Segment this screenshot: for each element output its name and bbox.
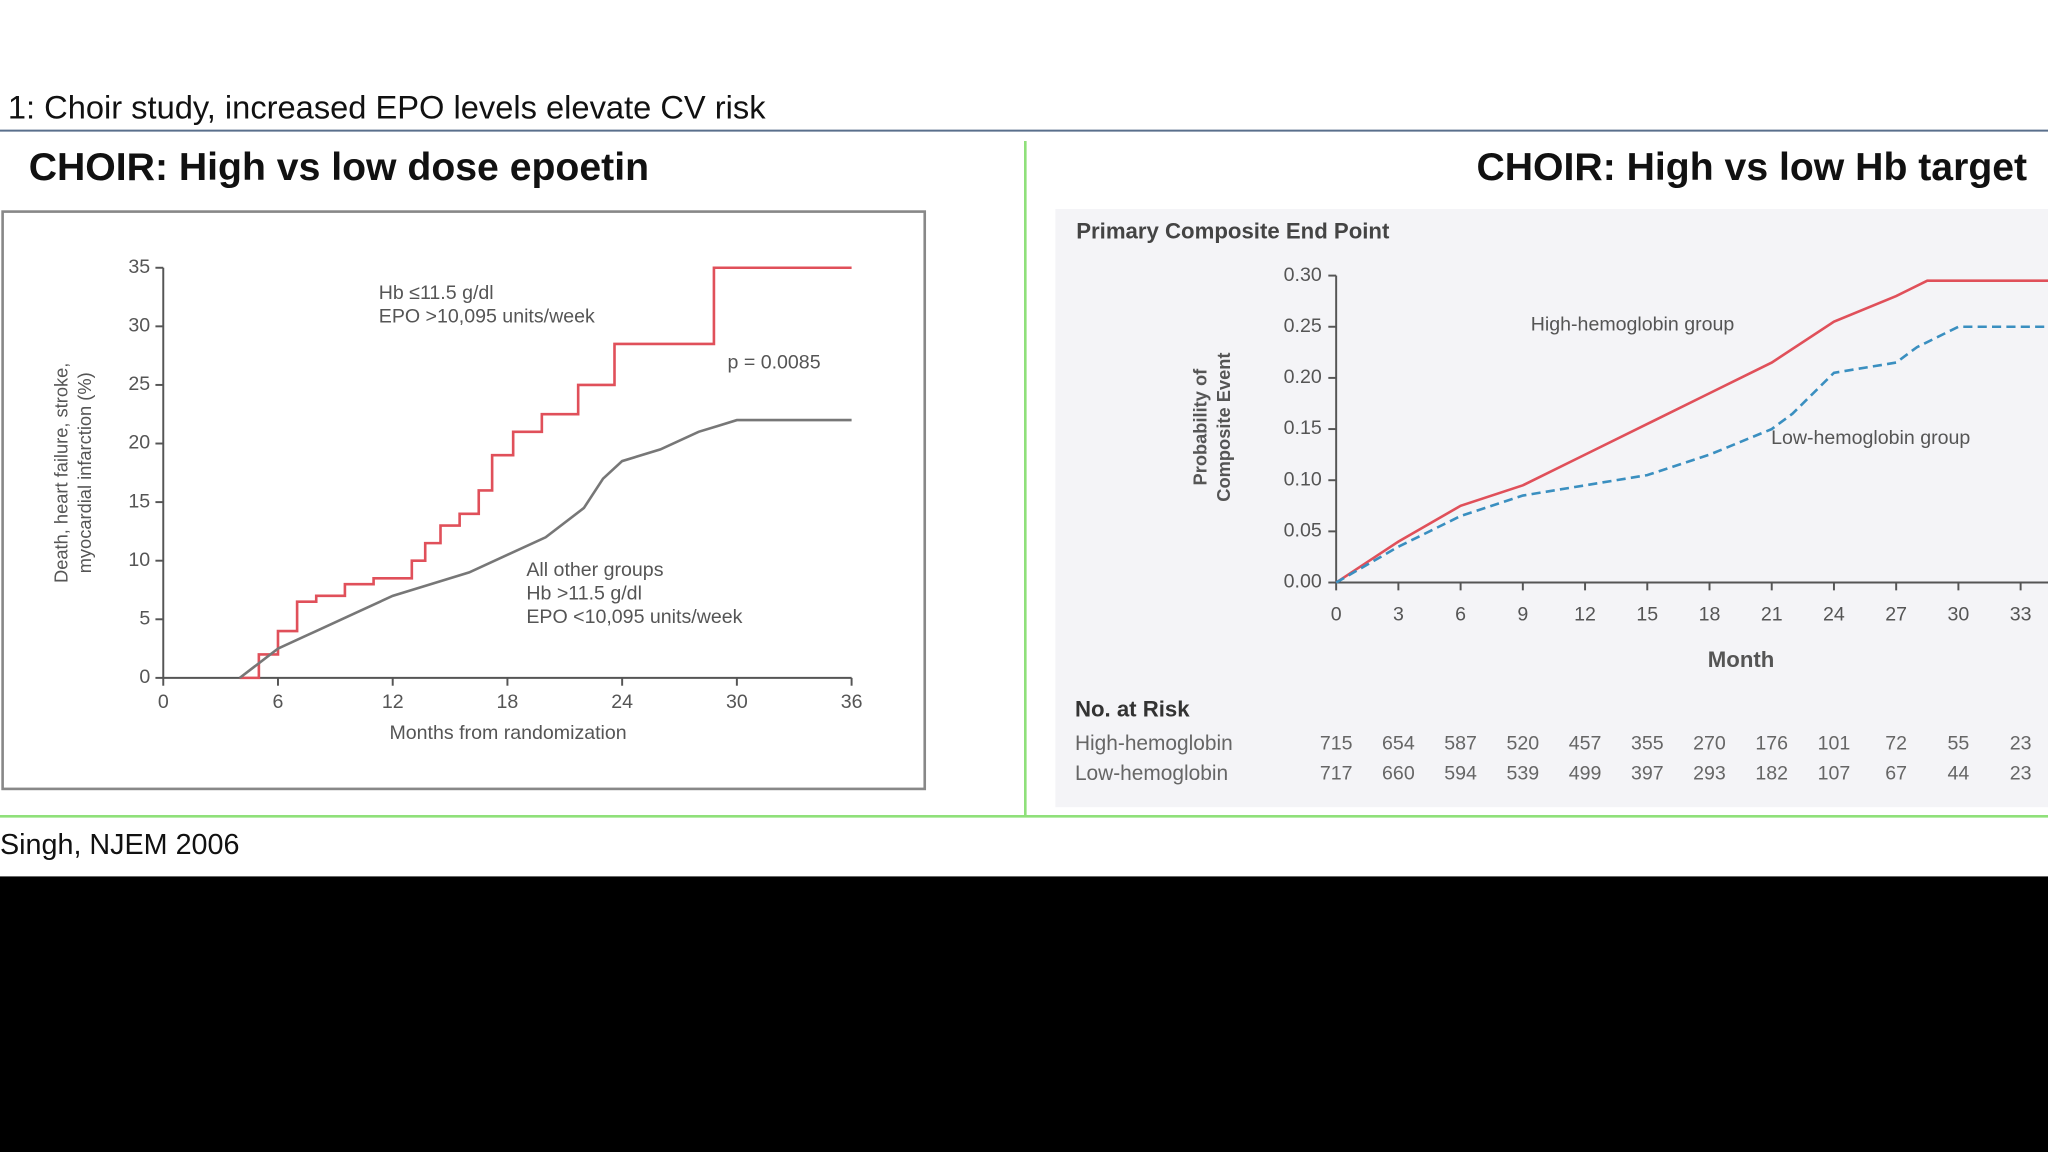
risk-count: 539: [1506, 763, 1539, 785]
x-tick-label: 15: [1636, 603, 1658, 625]
risk-count: 176: [1755, 733, 1788, 755]
y-tick-label: 0.05: [1284, 520, 1322, 542]
y-tick-label: 0.25: [1284, 315, 1322, 337]
x-tick-label: 18: [1699, 603, 1721, 625]
y-tick-label: 35: [128, 256, 150, 278]
x-tick-label: 24: [1823, 603, 1845, 625]
series-label: Hb >11.5 g/dl: [526, 582, 642, 604]
source: Singh, NJEM 2006: [0, 829, 239, 861]
y-tick-label: 20: [128, 432, 150, 454]
risk-count: 594: [1444, 763, 1477, 785]
y-tick-label: 15: [128, 490, 150, 512]
y-tick-label: 30: [128, 315, 150, 337]
risk-count: 67: [1885, 763, 1907, 785]
chart-subtitle: Primary Composite End Point: [1076, 218, 1390, 243]
x-tick-label: 12: [382, 691, 404, 713]
x-axis-label: Month: [1708, 647, 1775, 672]
x-axis-label: Months from randomization: [389, 722, 626, 744]
series-label: Hb ≤11.5 g/dl: [379, 282, 494, 304]
panel-frame: [1, 210, 927, 791]
series-label: EPO >10,095 units/week: [379, 306, 595, 328]
y-tick-label: 0.20: [1284, 366, 1322, 388]
y-tick-label: 0.30: [1284, 264, 1322, 286]
x-tick-label: 21: [1761, 603, 1783, 625]
risk-count: 101: [1818, 733, 1851, 755]
risk-count: 182: [1755, 763, 1788, 785]
y-axis-label: Probability of: [1189, 368, 1210, 486]
risk-count: 654: [1382, 733, 1415, 755]
y-axis-label: Composite Event: [1213, 353, 1234, 502]
series-label: Low-hemoglobin group: [1771, 427, 1970, 449]
risk-count: 717: [1320, 763, 1353, 785]
risk-count: 397: [1631, 763, 1664, 785]
y-axis-label: myocardial infarction (%): [74, 372, 95, 573]
x-tick-label: 30: [1948, 603, 1970, 625]
row-label: Low-hemoglobin: [1075, 762, 1228, 785]
risk-count: 355: [1631, 733, 1664, 755]
data-line: [1335, 279, 2048, 584]
x-tick-label: 33: [2010, 603, 2032, 625]
risk-count: 293: [1693, 763, 1726, 785]
row-label: High-hemoglobin: [1075, 732, 1233, 755]
risk-count: 23: [2010, 763, 2032, 785]
risk-count: 72: [1885, 733, 1907, 755]
x-tick-label: 6: [1455, 603, 1466, 625]
risk-count: 499: [1569, 763, 1602, 785]
risk-count: 457: [1569, 733, 1602, 755]
black-area: [0, 876, 2048, 1152]
panel-title: CHOIR: High vs low dose epoetin: [29, 146, 649, 189]
slide-title: 1: Choir study, increased EPO levels ele…: [8, 88, 766, 125]
risk-count: 55: [1948, 733, 1970, 755]
risk-count: 715: [1320, 733, 1353, 755]
data-line: [238, 418, 852, 679]
x-tick-label: 9: [1517, 603, 1528, 625]
y-tick-label: 10: [128, 549, 150, 571]
risk-count: 23: [2010, 733, 2032, 755]
x-tick-label: 24: [611, 691, 633, 713]
risk-count: 520: [1506, 733, 1539, 755]
data-line: [239, 266, 852, 680]
panel-background: [1055, 208, 2048, 808]
x-tick-label: 30: [726, 691, 748, 713]
annotation: p = 0.0085: [728, 351, 821, 373]
x-tick-label: 6: [273, 691, 284, 713]
risk-count: 660: [1382, 763, 1415, 785]
risk-count: 270: [1693, 733, 1726, 755]
y-axis-label: Death, heart failure, stroke,: [51, 363, 72, 583]
risk-count: 107: [1818, 763, 1851, 785]
x-tick-label: 27: [1885, 603, 1907, 625]
panel-title: CHOIR: High vs low Hb target: [1476, 146, 2027, 189]
risk-count: 44: [1948, 763, 1970, 785]
x-tick-label: 18: [497, 691, 519, 713]
x-tick-label: 3: [1393, 603, 1404, 625]
table-title: No. at Risk: [1075, 696, 1190, 721]
y-tick-label: 0: [139, 666, 150, 688]
y-tick-label: 0.10: [1284, 468, 1322, 490]
y-tick-label: 5: [139, 607, 150, 629]
x-tick-label: 12: [1574, 603, 1596, 625]
risk-count: 587: [1444, 733, 1477, 755]
y-tick-label: 0.15: [1284, 417, 1322, 439]
y-tick-label: 0.00: [1284, 571, 1322, 593]
x-tick-label: 0: [1331, 603, 1342, 625]
x-tick-label: 36: [841, 691, 863, 713]
series-label: EPO <10,095 units/week: [526, 606, 742, 628]
x-tick-label: 0: [158, 691, 169, 713]
y-tick-label: 25: [128, 373, 150, 395]
series-label: All other groups: [526, 559, 663, 581]
data-line: [1335, 325, 2048, 584]
series-label: High-hemoglobin group: [1531, 313, 1735, 335]
